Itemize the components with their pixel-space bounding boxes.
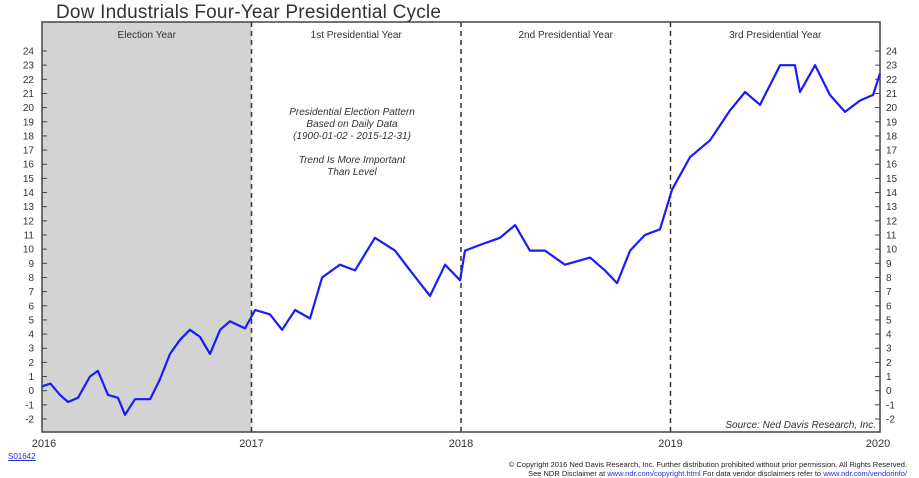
- y-tick-label-right: 6: [886, 301, 892, 312]
- y-tick-label-right: 2: [886, 358, 892, 369]
- copyright-notice: © Copyright 2016 Ned Davis Research, Inc…: [509, 460, 907, 478]
- dow-cycle-line: [41, 64, 882, 416]
- y-tick-label-right: 7: [886, 287, 892, 298]
- copyright-link[interactable]: www.ndr.com/copyright.html: [607, 469, 701, 478]
- disclaimer-text: See NDR Disclaimer at: [528, 469, 608, 478]
- y-tick-label-left: 19: [23, 117, 35, 128]
- x-tick-label: 2019: [658, 438, 682, 450]
- y-tick-label-left: 10: [23, 245, 35, 256]
- annotation-line: Than Level: [327, 167, 377, 178]
- y-tick-label-right: 17: [886, 146, 898, 157]
- annotation-line: Presidential Election Pattern: [289, 107, 415, 118]
- vendor-text: For data vendor disclaimers refer to: [700, 469, 824, 478]
- y-tick-label-left: 23: [23, 61, 35, 72]
- y-tick-label-left: 17: [23, 146, 35, 157]
- y-tick-label-left: 1: [28, 372, 34, 383]
- annotation-line: Trend Is More Important: [299, 155, 407, 166]
- y-tick-label-left: -2: [25, 415, 34, 426]
- vendor-link[interactable]: www.ndr.com/vendorinfo/: [823, 469, 907, 478]
- y-tick-label-right: 16: [886, 160, 898, 171]
- y-tick-label-right: 1: [886, 372, 892, 383]
- copyright-line: © Copyright 2016 Ned Davis Research, Inc…: [508, 460, 907, 469]
- y-tick-label-right: 5: [886, 315, 892, 326]
- y-tick-label-right: 18: [886, 131, 898, 142]
- y-tick-label-left: 12: [23, 216, 35, 227]
- y-tick-label-right: 13: [886, 202, 898, 213]
- chart-code-link[interactable]: S01642: [8, 452, 36, 461]
- x-tick-label: 2016: [32, 438, 56, 450]
- y-tick-label-left: 21: [23, 89, 35, 100]
- phase-label: 1st Presidential Year: [311, 30, 403, 41]
- y-tick-label-right: 24: [886, 47, 898, 58]
- y-tick-label-right: -2: [886, 415, 895, 426]
- phase-label: Election Year: [118, 30, 177, 41]
- y-tick-label-left: 22: [23, 75, 35, 86]
- y-tick-label-left: 7: [28, 287, 34, 298]
- y-tick-label-right: 11: [886, 231, 897, 242]
- y-tick-label-left: 13: [23, 202, 35, 213]
- y-tick-label-left: 9: [28, 259, 34, 270]
- y-tick-label-left: 14: [23, 188, 35, 199]
- y-tick-label-left: 6: [28, 301, 34, 312]
- source-label: Source: Ned Davis Research, Inc.: [725, 420, 876, 431]
- y-tick-label-left: 5: [28, 315, 34, 326]
- x-tick-label: 2018: [449, 438, 473, 450]
- y-tick-label-left: -1: [25, 400, 34, 411]
- y-tick-label-right: 10: [886, 245, 898, 256]
- y-tick-label-left: 4: [28, 330, 34, 341]
- y-tick-label-left: 18: [23, 131, 35, 142]
- y-tick-label-right: 19: [886, 117, 898, 128]
- y-tick-label-right: 12: [886, 216, 898, 227]
- y-tick-label-left: 15: [23, 174, 35, 185]
- x-tick-label: 2020: [866, 438, 890, 450]
- y-tick-label-right: 15: [886, 174, 898, 185]
- y-tick-label-right: -1: [886, 400, 895, 411]
- y-tick-label-right: 3: [886, 344, 892, 355]
- phase-label: 3rd Presidential Year: [729, 30, 822, 41]
- y-tick-label-right: 0: [886, 386, 892, 397]
- y-tick-label-left: 24: [23, 47, 35, 58]
- phase-label: 2nd Presidential Year: [518, 30, 613, 41]
- x-tick-label: 2017: [239, 438, 263, 450]
- y-tick-label-left: 8: [28, 273, 34, 284]
- y-tick-label-right: 9: [886, 259, 892, 270]
- y-tick-label-right: 22: [886, 75, 898, 86]
- election-year-shade: [42, 22, 252, 432]
- annotation-line: Based on Daily Data: [306, 119, 398, 130]
- y-tick-label-right: 4: [886, 330, 892, 341]
- y-tick-label-right: 20: [886, 103, 898, 114]
- y-tick-label-left: 2: [28, 358, 34, 369]
- plot-frame: [41, 21, 881, 433]
- y-tick-label-left: 0: [28, 386, 34, 397]
- annotation-line: (1900-01-02 - 2015-12-31): [293, 131, 411, 142]
- y-tick-label-right: 21: [886, 89, 898, 100]
- y-tick-label-left: 16: [23, 160, 35, 171]
- y-tick-label-left: 20: [23, 103, 35, 114]
- chart-title: Dow Industrials Four-Year Presidential C…: [56, 2, 442, 23]
- y-tick-label-right: 8: [886, 273, 892, 284]
- y-tick-label-right: 14: [886, 188, 898, 199]
- y-tick-label-right: 23: [886, 61, 898, 72]
- y-tick-label-left: 3: [28, 344, 34, 355]
- y-tick-label-left: 11: [24, 231, 35, 242]
